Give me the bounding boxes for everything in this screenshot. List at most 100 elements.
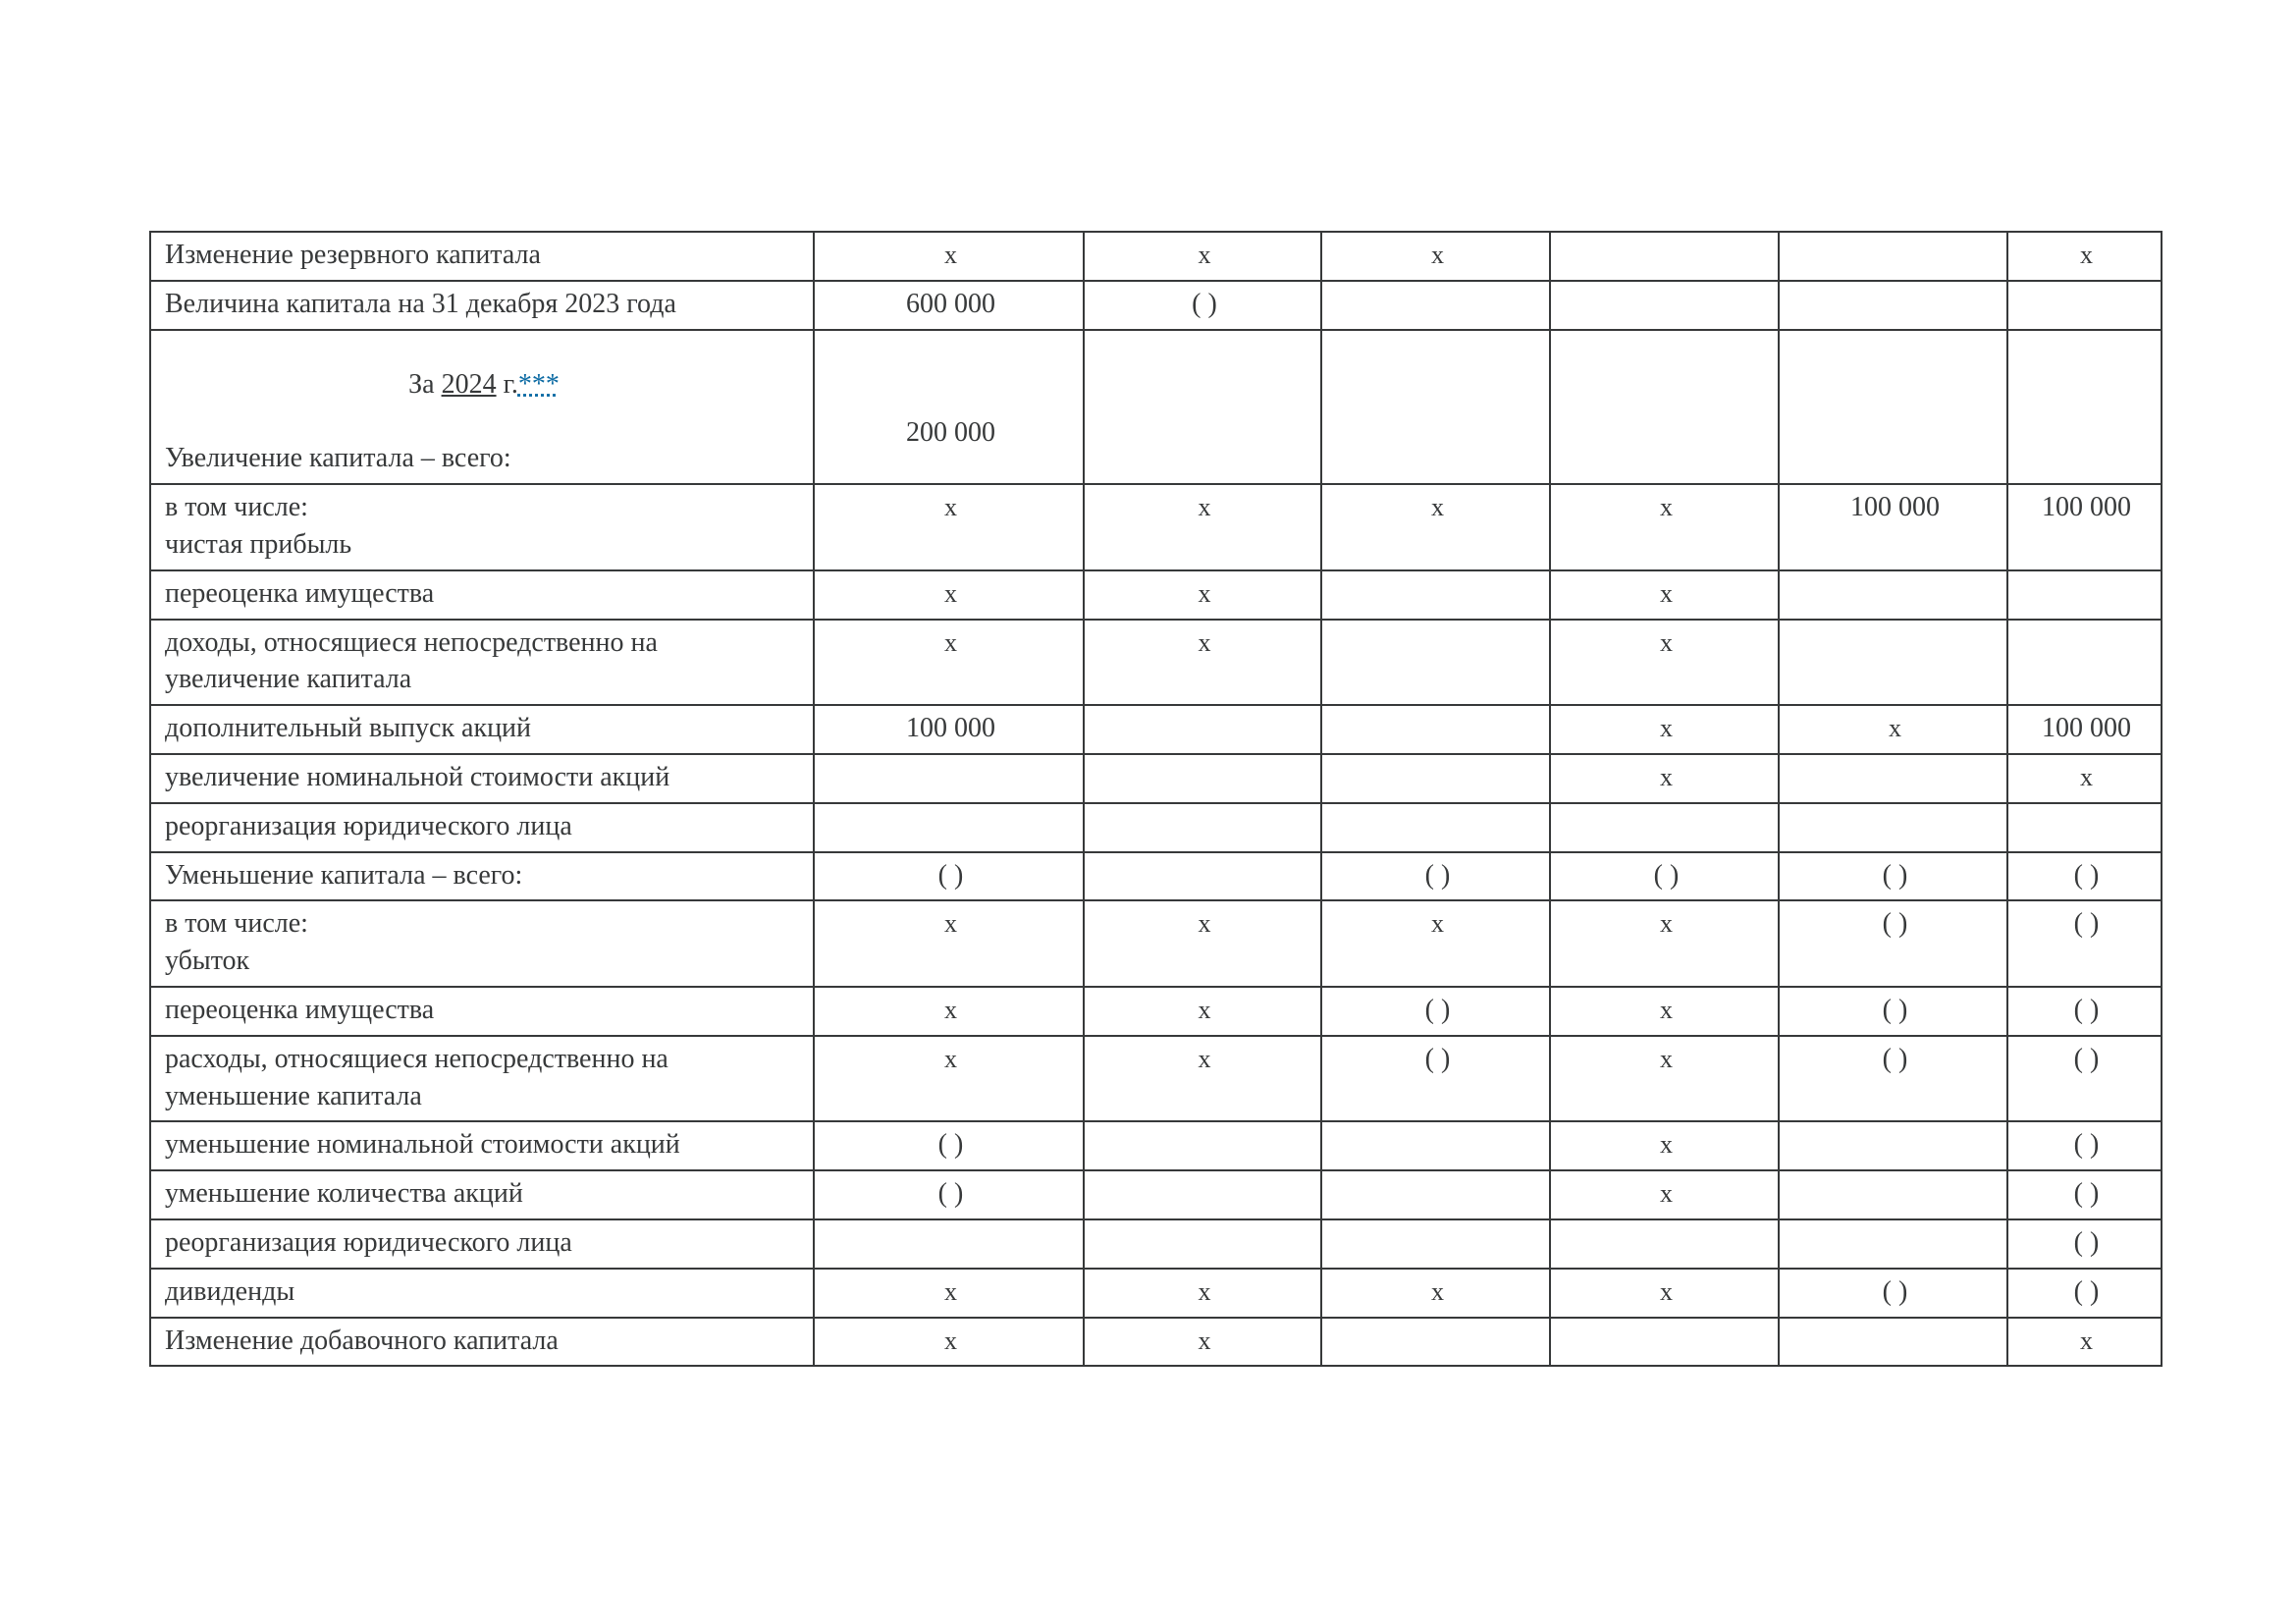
table-cell: x bbox=[1084, 570, 1321, 620]
x-mark: x bbox=[1660, 906, 1673, 941]
x-mark: x bbox=[1660, 993, 1673, 1027]
x-mark: x bbox=[944, 1274, 957, 1309]
x-mark: x bbox=[944, 576, 957, 611]
table-cell bbox=[1321, 1121, 1550, 1170]
row-label: расходы, относящиеся непосредственно нау… bbox=[150, 1036, 814, 1122]
table-cell: ( ) bbox=[1779, 1269, 2007, 1318]
table-cell: ( ) bbox=[814, 1170, 1084, 1219]
table-cell bbox=[1779, 803, 2007, 852]
table-cell bbox=[1550, 1219, 1779, 1269]
table-row: в том числе:убытокxxxx( )( ) bbox=[150, 900, 2162, 987]
table-cell: x bbox=[1321, 900, 1550, 987]
table-cell: x bbox=[814, 1036, 1084, 1122]
table-cell: x bbox=[1550, 1121, 1779, 1170]
x-mark: x bbox=[1660, 1042, 1673, 1076]
x-mark: x bbox=[1660, 711, 1673, 745]
table-cell bbox=[2007, 803, 2162, 852]
table-cell: x bbox=[1321, 232, 1550, 281]
row-label: Изменение добавочного капитала bbox=[150, 1318, 814, 1367]
table-cell bbox=[1779, 754, 2007, 803]
row-label: реорганизация юридического лица bbox=[150, 803, 814, 852]
x-mark: x bbox=[944, 238, 957, 272]
x-mark: x bbox=[1660, 576, 1673, 611]
table-cell: ( ) bbox=[2007, 1269, 2162, 1318]
x-mark: x bbox=[2080, 760, 2093, 794]
table-cell bbox=[814, 1219, 1084, 1269]
row-label: уменьшение количества акций bbox=[150, 1170, 814, 1219]
table-cell: ( ) bbox=[814, 852, 1084, 901]
table-cell: x bbox=[1550, 620, 1779, 706]
table-cell: ( ) bbox=[1321, 1036, 1550, 1122]
table-cell bbox=[1321, 620, 1550, 706]
table-cell: ( ) bbox=[2007, 987, 2162, 1036]
x-mark: x bbox=[1199, 1324, 1211, 1358]
table-cell: ( ) bbox=[2007, 1170, 2162, 1219]
table-row: в том числе:чистая прибыльxxxx100 000100… bbox=[150, 484, 2162, 570]
table-cell: 200 000 bbox=[814, 330, 1084, 485]
table-cell: x bbox=[1550, 754, 1779, 803]
table-cell bbox=[1321, 754, 1550, 803]
table-cell: x bbox=[814, 232, 1084, 281]
table-cell: x bbox=[1550, 1170, 1779, 1219]
table-row: За 2024 г.***Увеличение капитала – всего… bbox=[150, 330, 2162, 485]
table-cell: ( ) bbox=[2007, 852, 2162, 901]
table-cell: x bbox=[2007, 754, 2162, 803]
row-label: За 2024 г.***Увеличение капитала – всего… bbox=[150, 330, 814, 485]
table-cell: ( ) bbox=[814, 1121, 1084, 1170]
table-cell: x bbox=[1779, 705, 2007, 754]
row-label: переоценка имущества bbox=[150, 570, 814, 620]
table-row: реорганизация юридического лица( ) bbox=[150, 1219, 2162, 1269]
table-cell: ( ) bbox=[1779, 987, 2007, 1036]
table-cell: ( ) bbox=[2007, 1219, 2162, 1269]
x-mark: x bbox=[1660, 625, 1673, 660]
row-label: в том числе:чистая прибыль bbox=[150, 484, 814, 570]
x-mark: x bbox=[944, 1324, 957, 1358]
table-cell: x bbox=[814, 620, 1084, 706]
table-cell bbox=[1321, 1318, 1550, 1367]
table-row: увеличение номинальной стоимости акций x x bbox=[150, 754, 2162, 803]
table-cell: 600 000 bbox=[814, 281, 1084, 330]
footnote-link[interactable]: *** bbox=[518, 369, 560, 400]
x-mark: x bbox=[1199, 490, 1211, 524]
row-label: увеличение номинальной стоимости акций bbox=[150, 754, 814, 803]
table-cell: x bbox=[1084, 1269, 1321, 1318]
table-cell bbox=[1084, 754, 1321, 803]
x-mark: x bbox=[1431, 906, 1444, 941]
x-mark: x bbox=[944, 993, 957, 1027]
table-row: расходы, относящиеся непосредственно нау… bbox=[150, 1036, 2162, 1122]
row-label: в том числе:убыток bbox=[150, 900, 814, 987]
table-row: реорганизация юридического лица bbox=[150, 803, 2162, 852]
capital-changes-table: Изменение резервного капиталаxxxxВеличин… bbox=[149, 231, 2163, 1367]
x-mark: x bbox=[1660, 1127, 1673, 1162]
table-row: уменьшение номинальной стоимости акций( … bbox=[150, 1121, 2162, 1170]
increase-label: Увеличение капитала – всего: bbox=[165, 430, 803, 477]
table-cell bbox=[1550, 281, 1779, 330]
table-cell bbox=[1084, 330, 1321, 485]
row-label: Величина капитала на 31 декабря 2023 год… bbox=[150, 281, 814, 330]
x-mark: x bbox=[944, 625, 957, 660]
table-cell: x bbox=[814, 570, 1084, 620]
x-mark: x bbox=[2080, 238, 2093, 272]
table-cell: x bbox=[1084, 1318, 1321, 1367]
table-cell bbox=[2007, 281, 2162, 330]
table-cell: x bbox=[1550, 900, 1779, 987]
table-cell: ( ) bbox=[2007, 1036, 2162, 1122]
table-cell: x bbox=[814, 987, 1084, 1036]
table-cell: x bbox=[1084, 620, 1321, 706]
x-mark: x bbox=[1660, 1274, 1673, 1309]
table-cell: ( ) bbox=[1084, 281, 1321, 330]
table-cell: x bbox=[2007, 1318, 2162, 1367]
table-cell bbox=[2007, 570, 2162, 620]
table-cell: x bbox=[1084, 1036, 1321, 1122]
table-row: дополнительный выпуск акций100 000xx100 … bbox=[150, 705, 2162, 754]
table-cell bbox=[1779, 1318, 2007, 1367]
x-mark: x bbox=[1199, 1274, 1211, 1309]
x-mark: x bbox=[944, 490, 957, 524]
row-label: доходы, относящиеся непосредственно наув… bbox=[150, 620, 814, 706]
table-cell: x bbox=[1550, 1269, 1779, 1318]
table-row: Величина капитала на 31 декабря 2023 год… bbox=[150, 281, 2162, 330]
table-row: Изменение добавочного капитала x x x bbox=[150, 1318, 2162, 1367]
table-row: переоценка имуществаxx( )x( )( ) bbox=[150, 987, 2162, 1036]
table-row: уменьшение количества акций( )x( ) bbox=[150, 1170, 2162, 1219]
table-cell: x bbox=[1550, 987, 1779, 1036]
